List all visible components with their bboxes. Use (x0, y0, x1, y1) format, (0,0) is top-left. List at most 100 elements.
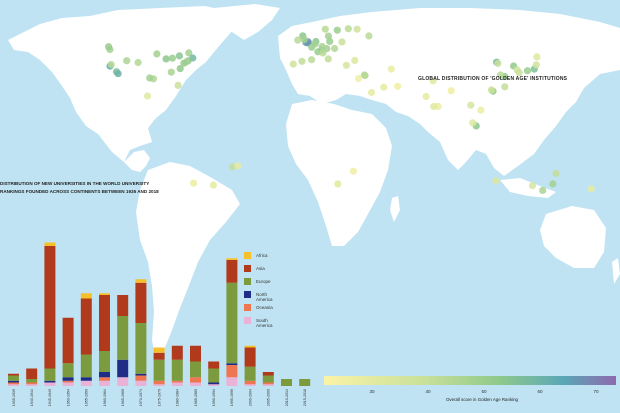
bar-segment (262, 382, 274, 385)
institution-point (552, 169, 560, 177)
bar-segment (99, 293, 110, 295)
institution-point (107, 60, 115, 69)
institution-point (515, 69, 523, 77)
bar-segment (8, 380, 19, 383)
bar-segment (226, 377, 238, 386)
institution-point (308, 56, 316, 64)
bar-segment (281, 379, 292, 386)
bar-segment (99, 377, 110, 381)
bar-segment (171, 359, 183, 381)
africa-landmass (286, 100, 392, 246)
bar-segment (153, 359, 165, 381)
australia-landmass (540, 206, 606, 268)
institution-point (354, 74, 363, 83)
bar-segment (244, 366, 256, 381)
bar-segment (62, 363, 74, 378)
bar-segment (44, 242, 56, 246)
institution-point (477, 106, 485, 114)
bar-segment (26, 382, 38, 385)
bar-segment (99, 372, 110, 378)
legend-label: Asia (256, 265, 265, 271)
bar-segment (117, 359, 129, 378)
bar-segment (62, 317, 74, 364)
bar-segment (135, 279, 147, 283)
colorbar-tick-label: 50 (481, 389, 487, 394)
bar-segment (153, 384, 165, 386)
institution-point (353, 25, 361, 33)
x-tick-label: 1975-1979 (157, 389, 161, 406)
institution-point (365, 32, 373, 40)
institution-point (331, 44, 339, 53)
bar-segment (190, 345, 201, 362)
bar-segment (244, 347, 256, 367)
institution-point (294, 36, 302, 44)
bar-segment (44, 368, 56, 381)
institution-point (496, 71, 505, 79)
colorbar-ticks: 30 40 50 60 70 (369, 389, 599, 394)
bar-segment (171, 380, 183, 383)
institution-point (300, 36, 308, 44)
institution-point (587, 185, 595, 193)
institution-point (342, 61, 350, 69)
bar-segment (117, 316, 129, 360)
institution-point (289, 60, 297, 68)
bar-segment (153, 352, 165, 360)
institution-point (387, 65, 395, 73)
bar-segment (171, 345, 183, 360)
bar-segment (62, 377, 74, 381)
x-tick-label: 2015-2018 (303, 389, 307, 406)
colorbar-tick-label: 30 (369, 389, 375, 394)
bar-segment (26, 379, 38, 383)
bar-segment (262, 384, 274, 386)
bar-segment (226, 282, 238, 364)
institution-point (209, 181, 217, 189)
institution-point (523, 67, 532, 75)
institution-point (180, 59, 188, 67)
institution-point (234, 162, 242, 170)
bar-segment (8, 384, 19, 386)
x-tick-label: 1990-1994 (212, 389, 216, 406)
bar-segment (226, 258, 238, 260)
institution-point (167, 68, 175, 76)
x-tick-label: 1980-1984 (176, 389, 180, 406)
institution-point (447, 87, 455, 95)
bar-segment (26, 368, 38, 379)
bar-segment (99, 295, 110, 351)
institution-point (324, 32, 332, 40)
colorbar-tick-label: 40 (425, 389, 431, 394)
institution-point (338, 38, 346, 46)
x-tick-label: 1995-1999 (230, 389, 234, 406)
legend-swatch (244, 278, 251, 285)
colorbar-tick-label: 60 (537, 389, 543, 394)
new-zealand-landmass (612, 258, 620, 284)
south-america-landmass (136, 162, 240, 362)
legend-swatch (244, 317, 251, 324)
bar-segment (135, 282, 147, 323)
japan-landmass (552, 78, 572, 114)
x-tick-label: 1985-1989 (194, 389, 198, 406)
institution-point (351, 56, 359, 64)
institution-point (380, 83, 388, 91)
institution-point (549, 180, 557, 188)
bar-segment (153, 347, 165, 353)
bar-segment (299, 379, 311, 386)
institution-point (533, 53, 541, 61)
institution-point (162, 55, 170, 63)
institution-point (143, 92, 152, 100)
bar-segment (8, 373, 19, 376)
bar-segment (80, 380, 92, 386)
bar-segment (226, 363, 238, 365)
bar-segment (208, 361, 220, 369)
bar-segment (226, 260, 238, 283)
institution-point (190, 179, 198, 187)
institution-point (114, 70, 122, 78)
institution-point (321, 25, 329, 33)
bar-segment (44, 380, 56, 383)
colorbar-label: Overall score in Golden Age Ranking (446, 397, 518, 402)
institution-point (319, 49, 327, 57)
bar-segment (244, 384, 256, 386)
bar-segment (8, 375, 19, 381)
bar-segment (117, 377, 129, 386)
bar-segment (262, 375, 274, 383)
